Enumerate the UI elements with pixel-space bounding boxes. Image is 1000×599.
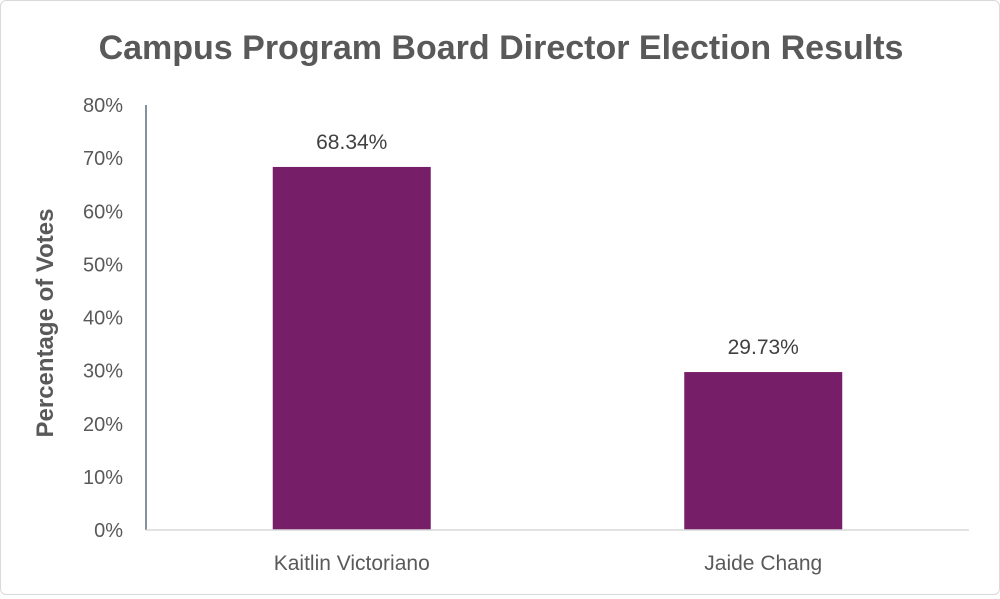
y-tick-label: 0%: [94, 520, 123, 542]
bars: [272, 166, 843, 530]
y-tick-label: 70%: [83, 148, 123, 170]
y-axis-label: Percentage of Votes: [32, 209, 59, 438]
y-tick-label: 30%: [83, 361, 123, 383]
y-tick-label: 50%: [83, 254, 123, 276]
y-tick-labels: 0% 10% 20% 30% 40% 50% 60% 70% 80%: [83, 95, 123, 542]
data-labels: 68.34% 29.73%: [316, 131, 799, 359]
category-label: Jaide Chang: [704, 552, 822, 575]
bar: [684, 372, 843, 530]
bar-value-label: 68.34%: [316, 131, 387, 154]
bar-value-label: 29.73%: [728, 336, 799, 359]
y-tick-label: 10%: [83, 467, 123, 489]
category-label: Kaitlin Victoriano: [274, 552, 430, 575]
y-tick-label: 80%: [83, 95, 123, 117]
y-tick-label: 60%: [83, 201, 123, 223]
y-tick-label: 20%: [83, 414, 123, 436]
chart-title: Campus Program Board Director Election R…: [99, 29, 904, 67]
category-labels: Kaitlin Victoriano Jaide Chang: [274, 552, 822, 575]
y-tick-label: 40%: [83, 308, 123, 330]
bar: [272, 166, 431, 530]
